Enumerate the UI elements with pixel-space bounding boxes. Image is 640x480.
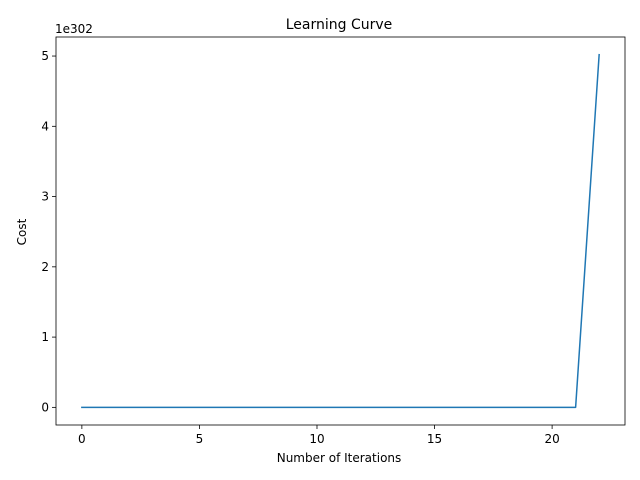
y-tick-label: 0 (41, 400, 49, 414)
y-axis-label: Cost (15, 218, 29, 245)
y-axis-ticks: 0 1 2 3 4 5 (41, 49, 56, 414)
plot-area (55, 36, 626, 426)
x-tick-label: 15 (427, 432, 442, 446)
y-tick-label: 3 (41, 190, 49, 204)
x-tick-label: 5 (196, 432, 204, 446)
y-tick-label: 4 (41, 119, 49, 133)
x-axis-ticks: 0 5 10 15 20 (78, 425, 560, 446)
y-offset-label: 1e302 (55, 22, 93, 36)
x-tick-label: 10 (309, 432, 324, 446)
chart-title: Learning Curve (286, 17, 393, 33)
x-tick-label: 20 (544, 432, 559, 446)
y-tick-label: 5 (41, 49, 49, 63)
y-tick-label: 1 (41, 330, 49, 344)
axes-frame (55, 36, 626, 426)
series-line-0 (81, 53, 600, 409)
x-tick-label: 0 (78, 432, 86, 446)
x-axis-label: Number of Iterations (277, 451, 402, 465)
y-tick-label: 2 (41, 260, 49, 274)
